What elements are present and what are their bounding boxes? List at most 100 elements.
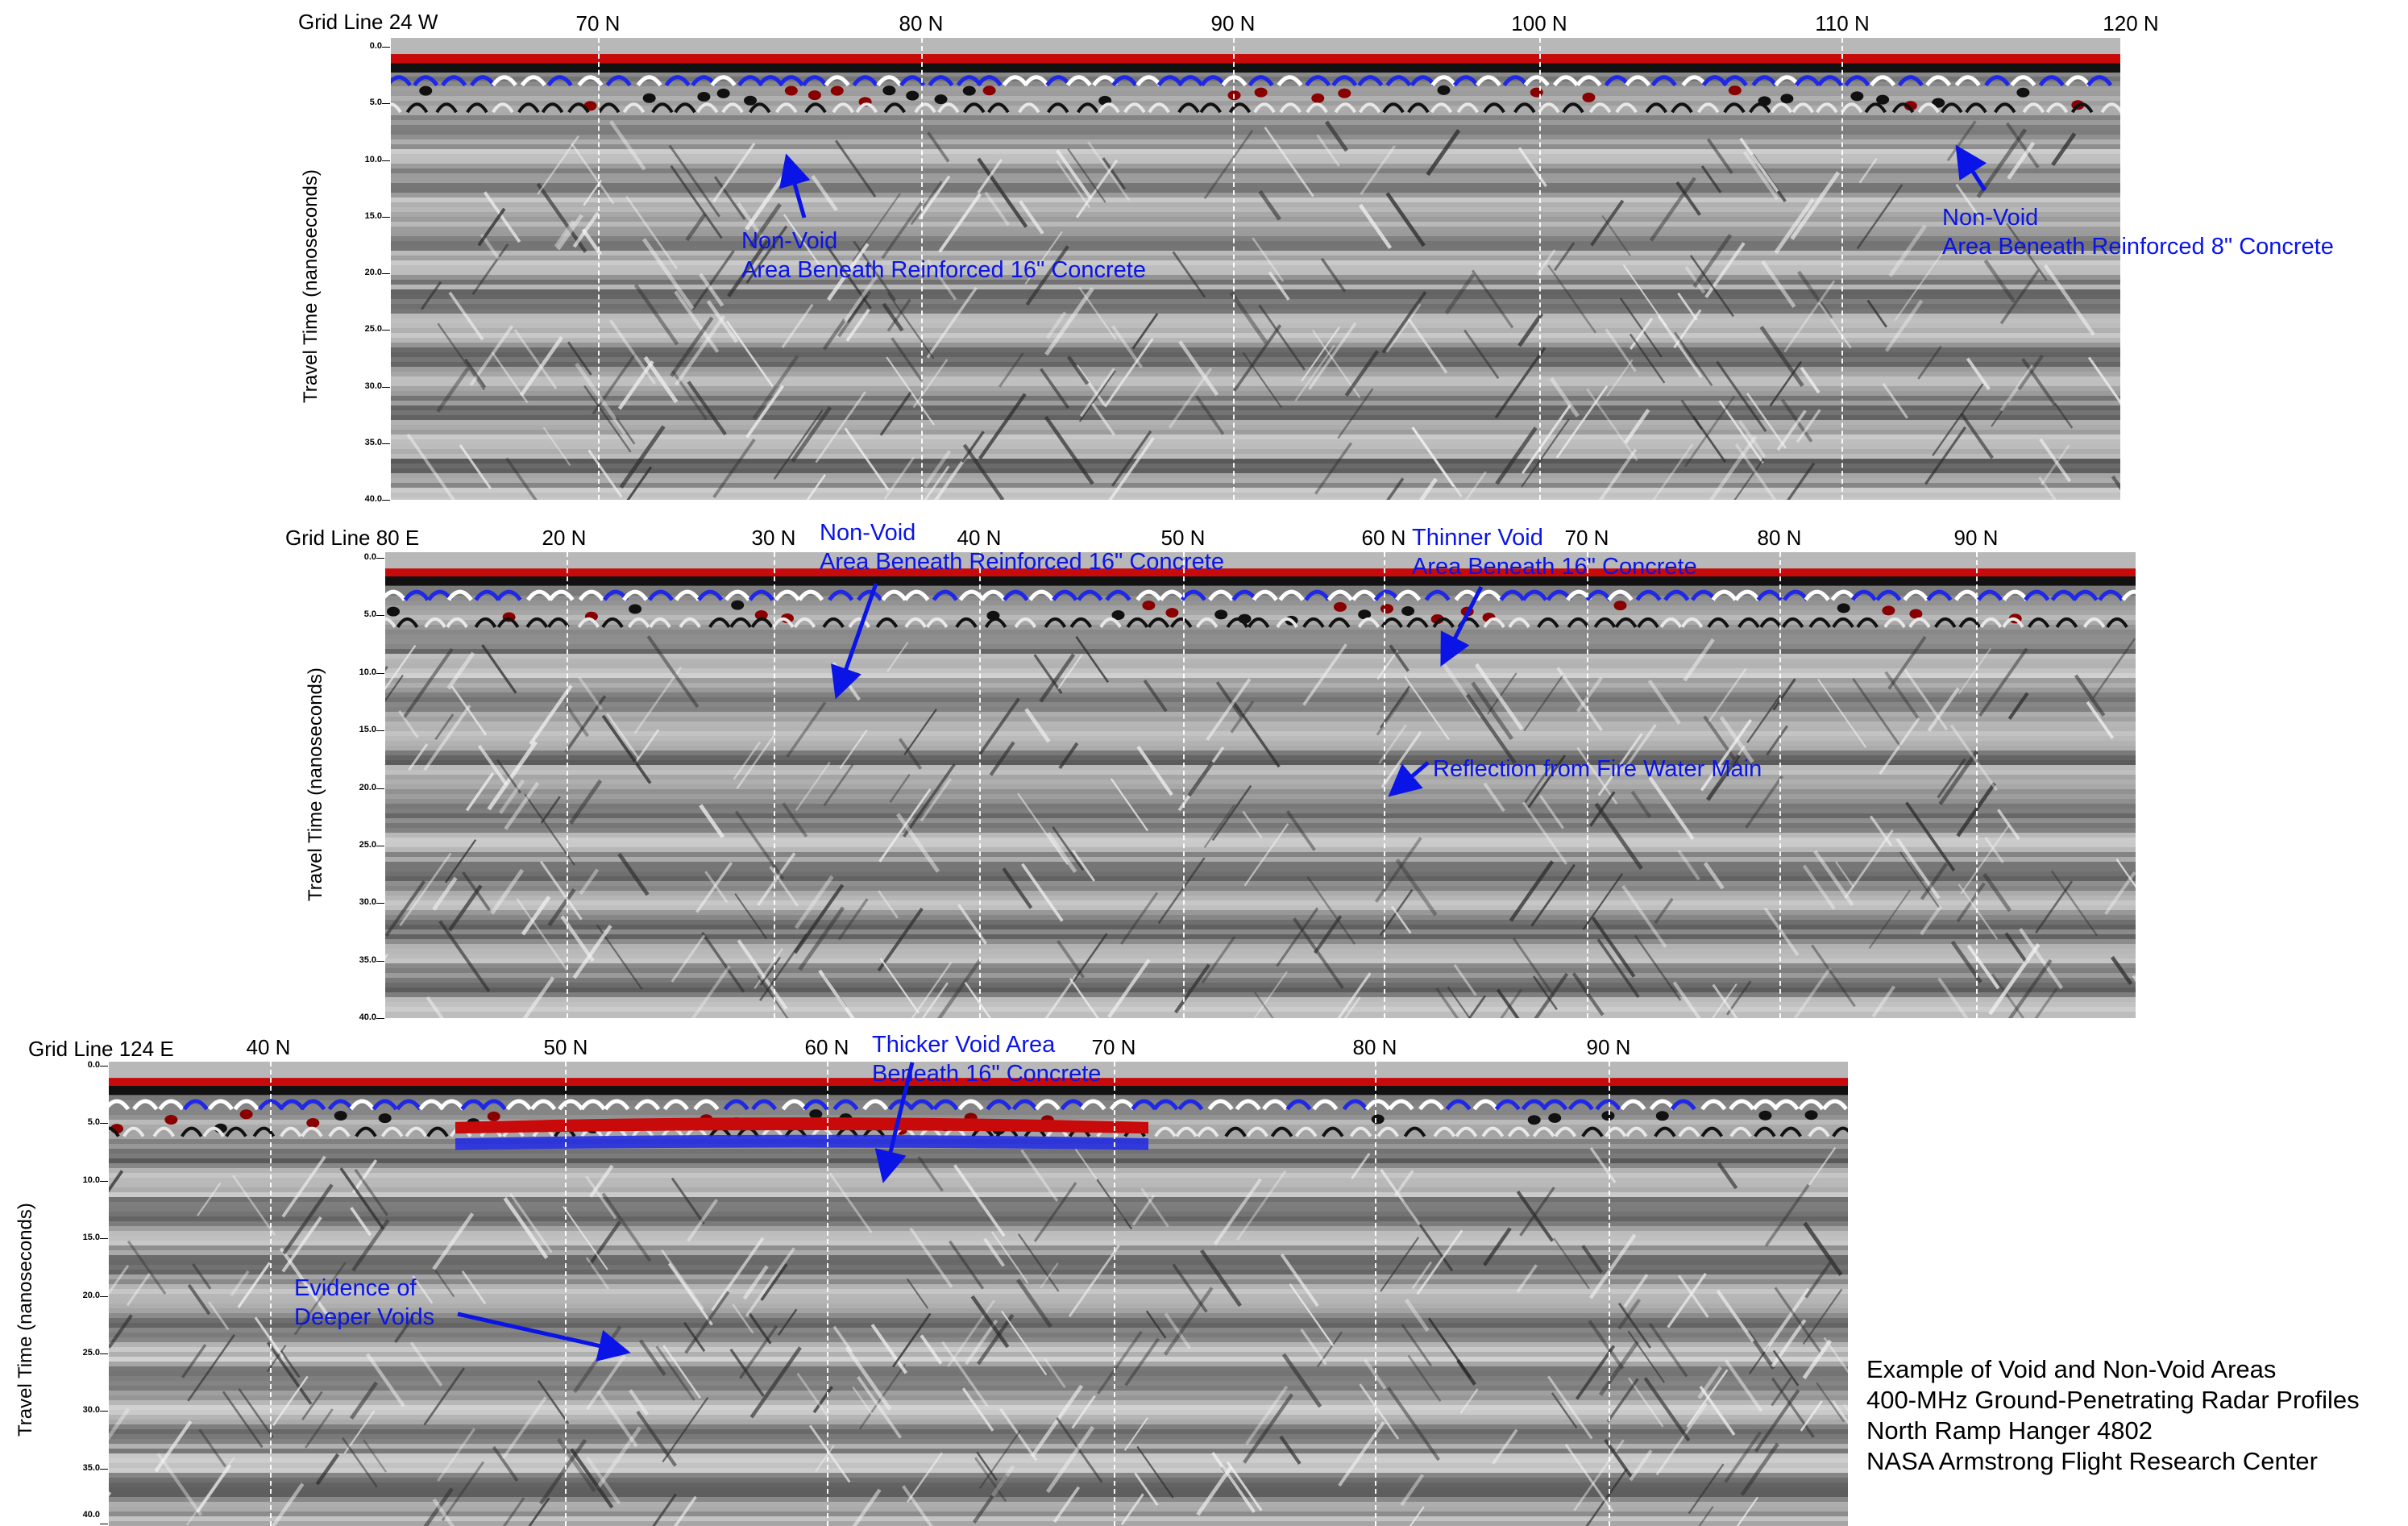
grid-dash-line <box>1114 1062 1115 1526</box>
y-tick-mark <box>100 1238 108 1240</box>
x-tick-label: 90 N <box>1586 1035 1631 1059</box>
y-tick-label: 10.0 <box>364 154 382 164</box>
annotation-deeper-voids: Evidence of Deeper Voids <box>294 1275 435 1330</box>
x-tick-label: 90 N <box>1210 11 1256 35</box>
figure-caption: Example of Void and Non-Void Areas 400-M… <box>1866 1354 2360 1477</box>
y-tick-label: 15.0 <box>82 1233 100 1243</box>
y-tick-mark <box>376 558 384 559</box>
y-tick-label: 40.0 <box>359 1012 376 1022</box>
y-tick-mark <box>100 1066 108 1067</box>
y-axis-label: Travel Time (nanoseconds) <box>15 1203 36 1437</box>
grid-dash-line <box>921 38 923 500</box>
annotation-non-void-16in: Non-Void Area Beneath Reinforced 16" Conc… <box>820 520 1224 575</box>
panel-title: Grid Line 124 E <box>28 1037 174 1061</box>
y-tick-mark <box>376 903 384 904</box>
grid-dash-line <box>827 1062 828 1526</box>
y-tick-mark <box>382 103 390 105</box>
x-tick-label: 80 N <box>1352 1035 1397 1059</box>
panel-title: Grid Line 24 W <box>298 10 438 34</box>
grid-dash-line <box>565 1062 567 1526</box>
x-tick-label: 50 N <box>1160 526 1206 550</box>
caption-line: NASA Armstrong Flight Research Center <box>1866 1447 2318 1475</box>
y-tick-mark <box>376 730 384 732</box>
y-tick-label: 30.0 <box>364 380 382 391</box>
grid-dash-line <box>567 552 568 1018</box>
grid-dash-line <box>1539 38 1541 500</box>
annotation-thicker-void: Thicker Void Area Beneath 16" Concrete <box>872 1032 1102 1087</box>
y-tick-mark <box>382 216 390 218</box>
x-tick-label: 60 N <box>804 1035 849 1059</box>
x-tick-label: 100 N <box>1511 11 1567 35</box>
y-tick-label: 40.0 <box>364 494 382 504</box>
y-tick-mark <box>382 443 390 444</box>
caption-line: 400-MHz Ground-Penetrating Radar Profile… <box>1866 1386 2360 1414</box>
x-tick-label: 40 N <box>957 526 1002 550</box>
radargram-image <box>385 552 2136 1018</box>
x-tick-label: 40 N <box>246 1035 291 1059</box>
caption-line: Example of Void and Non-Void Areas <box>1866 1355 2277 1383</box>
radargram-image <box>109 1062 1848 1526</box>
x-tick-label: 120 N <box>2103 11 2159 35</box>
y-tick-label: 30.0 <box>82 1405 100 1416</box>
y-tick-mark <box>100 1295 108 1297</box>
annotation-non-void-16in: Non-Void Area Beneath Reinforced 16" Conc… <box>741 228 1146 283</box>
x-tick-label: 60 N <box>1361 526 1406 550</box>
y-tick-label: 35.0 <box>359 954 376 965</box>
x-tick-label: 20 N <box>542 526 587 550</box>
y-tick-label: 35.0 <box>364 437 382 447</box>
y-tick-label: 20.0 <box>364 268 382 277</box>
y-tick-label: 25.0 <box>359 839 376 850</box>
panel-title: Grid Line 80 E <box>285 526 420 550</box>
x-tick-label: 70 N <box>1091 1035 1136 1059</box>
y-tick-label: 0.0 <box>87 1060 100 1070</box>
grid-dash-line <box>270 1062 272 1526</box>
x-tick-label: 30 N <box>751 526 796 550</box>
y-tick-mark <box>376 672 384 674</box>
grid-dash-line <box>1375 1062 1376 1526</box>
y-tick-mark <box>382 273 390 274</box>
y-tick-label: 0.0 <box>363 552 376 562</box>
y-tick-label: 10.0 <box>359 667 376 677</box>
y-tick-mark <box>100 1411 108 1412</box>
grid-dash-line <box>1587 552 1588 1018</box>
y-tick-label: 40.0 <box>82 1510 100 1520</box>
y-tick-mark <box>376 960 384 962</box>
y-tick-mark <box>376 1018 384 1019</box>
y-tick-label: 15.0 <box>364 210 382 221</box>
x-tick-label: 90 N <box>1953 526 1999 550</box>
annotation-non-void-8in: Non-Void Area Beneath Reinforced 8" Concr… <box>1942 205 2334 260</box>
y-tick-mark <box>376 615 384 617</box>
grid-dash-line <box>598 38 600 500</box>
grid-dash-line <box>1233 38 1235 500</box>
grid-dash-line <box>1183 552 1185 1018</box>
y-tick-mark <box>382 386 390 388</box>
y-tick-label: 5.0 <box>363 609 376 620</box>
x-tick-label: 50 N <box>543 1035 588 1059</box>
y-axis-label: Travel Time (nanoseconds) <box>305 667 326 901</box>
x-tick-label: 80 N <box>899 11 944 35</box>
y-tick-mark <box>100 1180 108 1182</box>
y-tick-label: 15.0 <box>359 725 376 735</box>
x-tick-label: 70 N <box>575 11 621 35</box>
grid-dash-line <box>1384 552 1385 1018</box>
y-tick-label: 5.0 <box>87 1117 100 1128</box>
y-tick-label: 20.0 <box>82 1290 100 1300</box>
y-tick-label: 5.0 <box>369 98 382 108</box>
y-tick-mark <box>376 788 384 789</box>
grid-dash-line <box>1609 1062 1610 1526</box>
y-tick-mark <box>382 500 390 501</box>
grid-dash-line <box>1841 38 1843 500</box>
y-tick-mark <box>382 330 390 331</box>
y-tick-label: 25.0 <box>82 1347 100 1358</box>
y-tick-mark <box>100 1353 108 1354</box>
x-tick-label: 80 N <box>1757 526 1802 550</box>
y-tick-label: 20.0 <box>359 782 376 792</box>
x-tick-label: 70 N <box>1564 526 1609 550</box>
y-tick-label: 30.0 <box>359 897 376 908</box>
grid-dash-line <box>979 552 981 1018</box>
y-axis-label: Travel Time (nanoseconds) <box>300 169 322 403</box>
radargram-image <box>391 38 2120 500</box>
y-tick-mark <box>100 1468 108 1470</box>
y-tick-label: 35.0 <box>82 1462 100 1473</box>
y-tick-mark <box>382 47 390 48</box>
